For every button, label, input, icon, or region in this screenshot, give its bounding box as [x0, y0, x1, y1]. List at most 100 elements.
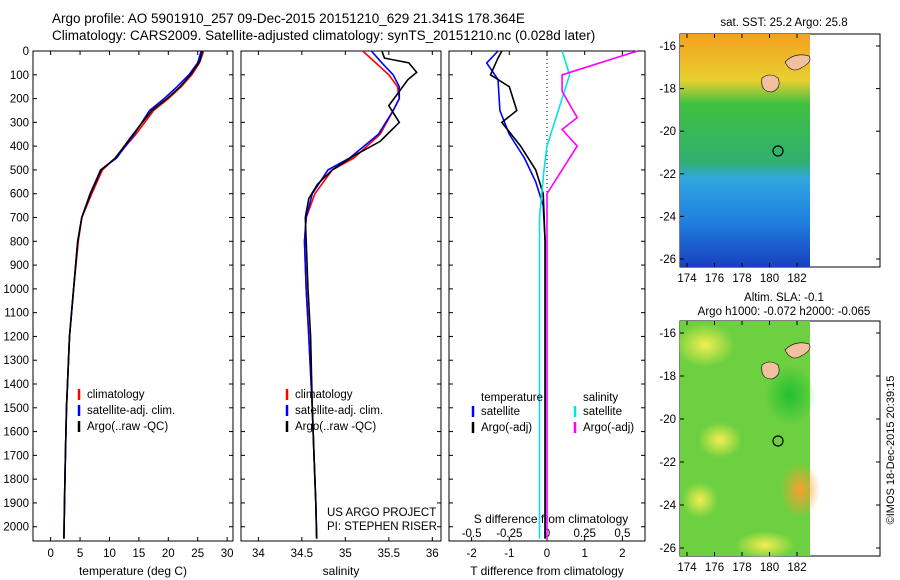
- salinity-series-line: [538, 50, 571, 539]
- y-tick-label: 900: [10, 260, 29, 272]
- x-tick-label: 0: [544, 548, 550, 560]
- legend-label: Argo(-adj): [583, 422, 634, 434]
- x-tick-label: -2: [466, 548, 476, 560]
- legend-label: Argo(..raw -QC): [295, 421, 376, 433]
- sst-argo-position: [772, 145, 784, 157]
- x-tick-label: -1: [504, 548, 514, 560]
- map-x-tick-label: 182: [787, 562, 806, 574]
- y-tick-label: 1600: [3, 427, 29, 439]
- map-x-tick-label: 178: [732, 273, 751, 285]
- legend-label: satellite: [481, 406, 520, 418]
- temperature-panel: 0100200300400500600700800900100011001200…: [3, 46, 233, 578]
- pi-annotation: PI: STEPHEN RISER: [327, 521, 437, 533]
- x-tick-label: 35.5: [378, 548, 400, 560]
- salinity-series-line: [546, 50, 638, 539]
- project-annotation: US ARGO PROJECT: [327, 507, 436, 519]
- map-y-tick-label: -22: [659, 457, 676, 469]
- y-tick-label: 600: [10, 189, 29, 201]
- sla-anomaly: [698, 422, 742, 458]
- x-tick-label: 2: [619, 548, 625, 560]
- y-tick-label: 1300: [3, 355, 29, 367]
- map-y-tick-label: -24: [659, 500, 676, 512]
- y-tick-label: 1800: [3, 474, 29, 486]
- y-tick-label: 1400: [3, 379, 29, 391]
- y-tick-label: 1700: [3, 450, 29, 462]
- x-tick-label: 0: [47, 548, 53, 560]
- s-tick-label: -0.25: [496, 528, 522, 540]
- y-tick-label: 1500: [3, 403, 29, 415]
- y-tick-label: 400: [10, 141, 29, 153]
- y-tick-label: 2000: [3, 522, 29, 534]
- legend-label: climatology: [87, 389, 145, 401]
- map-y-tick-label: -24: [659, 211, 676, 223]
- map-x-tick-label: 174: [677, 562, 697, 574]
- sla-map-title-1: Altim. SLA: -0.1: [744, 292, 824, 304]
- y-tick-label: 1900: [3, 498, 29, 510]
- y-tick-label: 100: [10, 70, 29, 82]
- map-x-tick-label: 178: [732, 562, 751, 574]
- s-tick-label: 0.5: [614, 528, 630, 540]
- sla-anomaly: [735, 531, 795, 559]
- map-y-tick-label: -26: [659, 543, 676, 555]
- map-x-tick-label: 180: [760, 562, 779, 574]
- map-y-tick-label: -20: [659, 126, 676, 138]
- map-y-tick-label: -22: [659, 169, 676, 181]
- map-x-tick-label: 182: [787, 273, 806, 285]
- map-x-tick-label: 174: [677, 273, 697, 285]
- map-y-tick-label: -18: [659, 84, 676, 96]
- legend-title: temperature: [481, 392, 543, 404]
- x-tick-label: 10: [103, 548, 116, 560]
- series-line: [304, 50, 418, 539]
- sst-map-ticks: 174 176 178 180 182 -16 -18 -20 -22 -24 -26: [659, 34, 880, 285]
- sst-field: [680, 34, 810, 267]
- x-tick-label: 15: [132, 548, 145, 560]
- map-y-tick-label: -16: [659, 41, 676, 53]
- temperature-series-line: [489, 50, 546, 539]
- s-tick-label: 0.25: [573, 528, 595, 540]
- y-tick-label: 500: [10, 165, 29, 177]
- legend-label: satellite-adj. clim.: [87, 405, 175, 417]
- y-tick-label: 1000: [3, 284, 29, 296]
- y-tick-label: 700: [10, 213, 29, 225]
- header-line-1: Argo profile: AO 5901910_257 09-Dec-2015…: [52, 11, 525, 26]
- s-axis-label: S difference from climatology: [474, 512, 629, 526]
- x-axis-label: T difference from climatology: [470, 564, 624, 578]
- y-tick-label: 800: [10, 236, 29, 248]
- y-tick-label: 1100: [4, 308, 29, 320]
- series-line: [63, 50, 204, 539]
- x-tick-label: 5: [77, 548, 83, 560]
- legend-label: satellite-adj. clim.: [295, 405, 383, 417]
- map-x-tick-label: 180: [760, 273, 779, 285]
- map-x-tick-label: 176: [705, 273, 724, 285]
- temperature-axes-frame: [32, 50, 234, 542]
- sla-map-ticks: 174 176 178 180 182 -16 -18 -20 -22 -24 -26: [659, 321, 880, 574]
- y-tick-label: 1200: [3, 331, 29, 343]
- x-tick-label: 35: [339, 548, 352, 560]
- x-tick-label: 1: [581, 548, 587, 560]
- profile-plots: 0100200300400500600700800900100011001200…: [3, 46, 646, 578]
- map-y-tick-label: -26: [659, 254, 676, 266]
- map-y-tick-label: -20: [659, 414, 676, 426]
- x-tick-label: 20: [162, 548, 175, 560]
- map-y-tick-label: -18: [659, 371, 676, 383]
- x-tick-label: 36: [426, 548, 439, 560]
- s-tick-label: -0.5: [462, 528, 482, 540]
- x-tick-label: 34.5: [291, 548, 313, 560]
- map-x-tick-label: 176: [705, 562, 724, 574]
- y-tick-label: 0: [23, 46, 29, 58]
- sla-map: Altim. SLA: -0.1 Argo h1000: -0.072 h200…: [659, 292, 881, 574]
- imos-credit: ©IMOS 18-Dec-2015 20:39:15: [885, 376, 897, 525]
- map-y-tick-label: -16: [659, 328, 676, 340]
- x-axis-label: salinity: [323, 564, 360, 578]
- legend-label: satellite: [583, 406, 622, 418]
- x-tick-label: 30: [221, 548, 234, 560]
- sla-anomaly: [780, 462, 820, 518]
- sla-map-title-2: Argo h1000: -0.072 h2000: -0.065: [698, 306, 871, 318]
- x-tick-label: 34: [252, 548, 265, 560]
- salinity-axes-frame: [240, 50, 442, 542]
- x-tick-label: 25: [191, 548, 204, 560]
- header-line-2: Climatology: CARS2009. Satellite-adjuste…: [52, 28, 596, 43]
- sla-anomaly: [765, 365, 815, 425]
- y-tick-label: 300: [10, 117, 29, 129]
